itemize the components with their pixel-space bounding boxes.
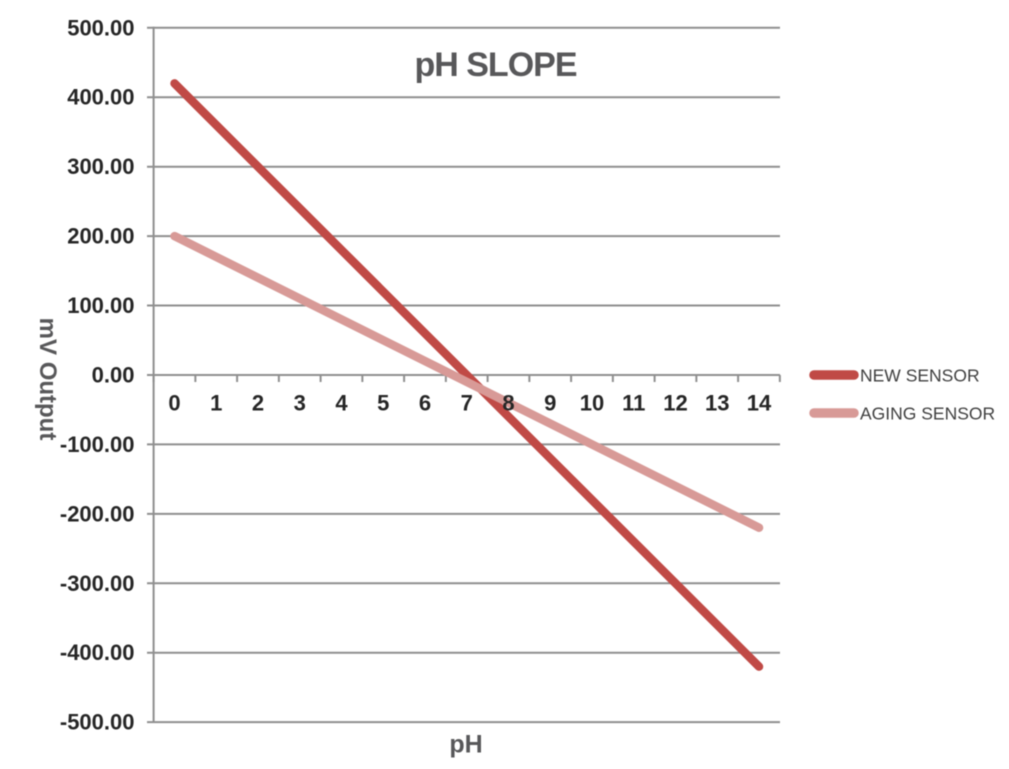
svg-text:NEW SENSOR: NEW SENSOR bbox=[860, 366, 980, 386]
svg-text:14: 14 bbox=[747, 391, 772, 416]
svg-text:1: 1 bbox=[210, 391, 222, 416]
svg-text:6: 6 bbox=[419, 391, 431, 416]
svg-text:9: 9 bbox=[544, 391, 556, 416]
svg-text:100.00: 100.00 bbox=[67, 293, 134, 318]
svg-text:300.00: 300.00 bbox=[67, 154, 134, 179]
svg-text:-100.00: -100.00 bbox=[60, 432, 135, 457]
svg-text:400.00: 400.00 bbox=[67, 85, 134, 110]
svg-text:11: 11 bbox=[622, 391, 645, 416]
svg-text:-200.00: -200.00 bbox=[60, 501, 135, 526]
svg-text:AGING SENSOR: AGING SENSOR bbox=[860, 404, 995, 424]
svg-text:mV Output: mV Output bbox=[34, 318, 61, 441]
svg-text:13: 13 bbox=[705, 391, 729, 416]
svg-text:12: 12 bbox=[663, 391, 687, 416]
svg-text:0.00: 0.00 bbox=[92, 363, 135, 388]
svg-text:8: 8 bbox=[502, 391, 514, 416]
svg-text:-400.00: -400.00 bbox=[60, 640, 135, 665]
svg-text:200.00: 200.00 bbox=[67, 224, 134, 249]
svg-text:-500.00: -500.00 bbox=[60, 710, 135, 735]
svg-text:pH SLOPE: pH SLOPE bbox=[414, 46, 576, 84]
svg-text:10: 10 bbox=[580, 391, 604, 416]
svg-text:7: 7 bbox=[461, 391, 473, 416]
svg-text:5: 5 bbox=[377, 391, 389, 416]
svg-text:pH: pH bbox=[449, 731, 482, 759]
svg-text:0: 0 bbox=[168, 391, 180, 416]
svg-text:500.00: 500.00 bbox=[67, 15, 134, 40]
svg-text:2: 2 bbox=[252, 391, 264, 416]
svg-text:4: 4 bbox=[335, 391, 348, 416]
svg-text:-300.00: -300.00 bbox=[60, 571, 135, 596]
svg-text:3: 3 bbox=[294, 391, 306, 416]
